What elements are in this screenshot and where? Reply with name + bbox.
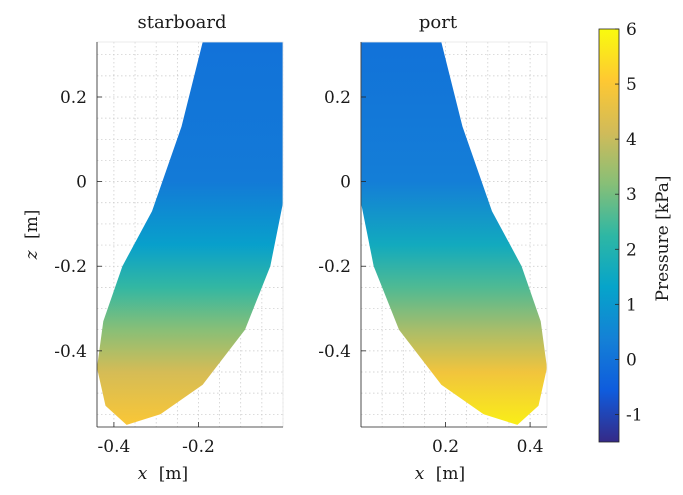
y-tick-label: -0.4: [318, 342, 351, 362]
starboard-panel: -0.4 -0.2 0.2 0 -0.2 -0.4 starboard x [m] z […: [22, 12, 284, 484]
starboard-ticks: -0.4 -0.2 0.2 0 -0.2 -0.4: [54, 42, 283, 457]
y-tick-label: 0: [340, 173, 351, 193]
x-tick-label: 0.4: [517, 437, 544, 457]
port-x-axis-unit: [m]: [436, 464, 465, 484]
port-pressure-surface: [361, 42, 547, 425]
port-panel: 0.2 0.4 0.2 0 -0.2 -0.4 port x [m]: [318, 12, 548, 484]
y-tick-label: 0: [76, 173, 87, 193]
colorbar-gradient: [598, 28, 620, 443]
y-tick-label: 0.2: [60, 88, 87, 108]
starboard-x-axis-var: x: [138, 464, 148, 484]
colorbar-tick-label: 0: [626, 350, 637, 370]
starboard-y-axis-var: z: [22, 249, 42, 260]
colorbar-tick-label: -1: [626, 405, 643, 425]
x-tick-label: 0.2: [432, 437, 459, 457]
colorbar-tick-label: 4: [626, 130, 637, 150]
starboard-y-axis-unit: [m]: [22, 210, 42, 239]
starboard-x-axis-unit: [m]: [159, 464, 188, 484]
colorbar: 6 5 4 3 2 1 0 -1 Pressure [kPa]: [598, 20, 673, 443]
x-tick-label: -0.2: [182, 437, 215, 457]
colorbar-tick-label: 1: [626, 295, 637, 315]
starboard-title: starboard: [137, 12, 226, 33]
colorbar-ticks: 6 5 4 3 2 1 0 -1: [615, 20, 643, 425]
y-tick-label: -0.2: [318, 257, 351, 277]
starboard-x-axis-label: x [m]: [138, 464, 188, 484]
y-tick-label: 0.2: [324, 88, 351, 108]
colorbar-tick-label: 5: [626, 75, 637, 95]
port-x-axis-label: x [m]: [415, 464, 465, 484]
starboard-y-axis-label: z [m]: [22, 210, 42, 261]
colorbar-label: Pressure [kPa]: [653, 176, 673, 302]
port-x-axis-var: x: [415, 464, 425, 484]
colorbar-tick-label: 6: [626, 20, 637, 40]
y-tick-label: -0.4: [54, 342, 87, 362]
starboard-pressure-surface: [97, 42, 283, 425]
colorbar-tick-label: 3: [626, 185, 637, 205]
y-tick-label: -0.2: [54, 257, 87, 277]
x-tick-label: -0.4: [98, 437, 131, 457]
port-ticks: 0.2 0.4 0.2 0 -0.2 -0.4: [318, 42, 547, 457]
port-title: port: [419, 12, 458, 33]
colorbar-tick-label: 2: [626, 240, 637, 260]
